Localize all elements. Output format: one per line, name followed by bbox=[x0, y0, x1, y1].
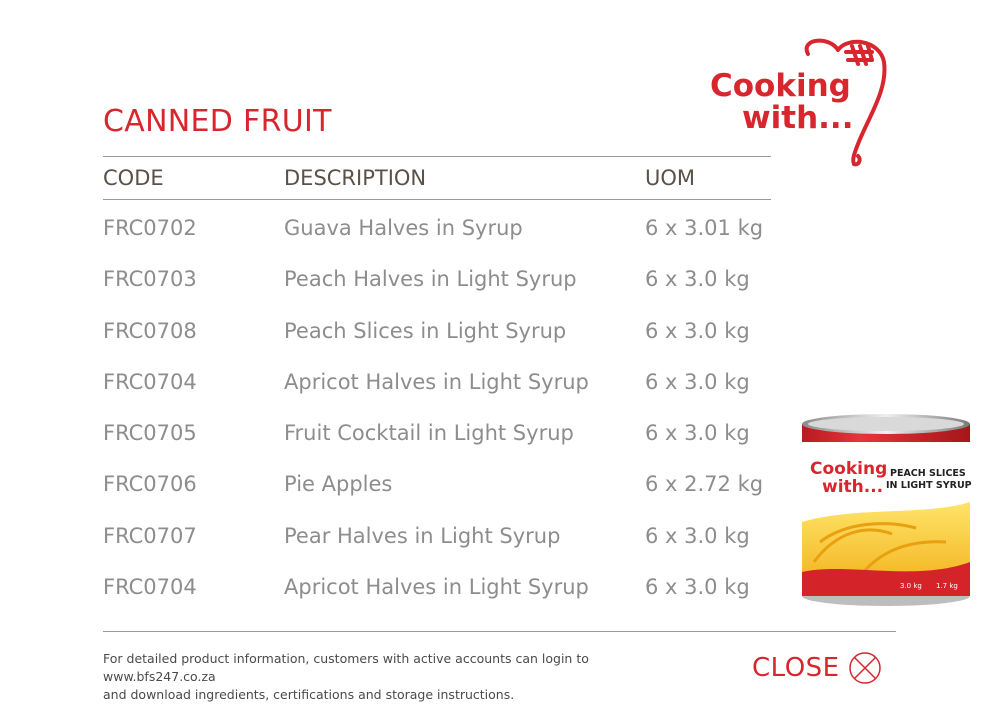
can-brand-cooking: Cooking bbox=[810, 459, 887, 479]
product-uom: 6 x 2.72 kg bbox=[645, 472, 764, 497]
cooking-with-logo: Cooking with... bbox=[710, 38, 887, 167]
circle-x-icon bbox=[848, 652, 881, 684]
footer-note: For detailed product information, custom… bbox=[103, 650, 703, 704]
product-table-body: FRC0702 Guava Halves in Syrup 6 x 3.01 k… bbox=[0, 216, 800, 626]
table-row: FRC0702 Guava Halves in Syrup 6 x 3.01 k… bbox=[0, 216, 800, 267]
table-row: FRC0705 Fruit Cocktail in Light Syrup 6 … bbox=[0, 421, 800, 472]
table-row: FRC0704 Apricot Halves in Light Syrup 6 … bbox=[0, 575, 800, 626]
close-button[interactable]: CLOSE bbox=[752, 648, 902, 688]
page-title: CANNED FRUIT bbox=[103, 104, 332, 139]
can-label-line1: PEACH SLICES bbox=[890, 468, 966, 479]
footer-line-2: and download ingredients, certifications… bbox=[103, 687, 515, 702]
product-code: FRC0705 bbox=[103, 421, 197, 446]
table-header-divider bbox=[103, 199, 771, 200]
product-uom: 6 x 3.0 kg bbox=[645, 267, 750, 292]
product-uom: 6 x 3.0 kg bbox=[645, 369, 750, 394]
can-label-line2: IN LIGHT SYRUP bbox=[886, 480, 972, 491]
product-code: FRC0704 bbox=[103, 575, 197, 600]
table-row: FRC0706 Pie Apples 6 x 2.72 kg bbox=[0, 472, 800, 523]
table-row: FRC0708 Peach Slices in Light Syrup 6 x … bbox=[0, 319, 800, 370]
product-code: FRC0708 bbox=[103, 318, 197, 343]
heart-logo-icon bbox=[804, 38, 887, 167]
product-code: FRC0707 bbox=[103, 523, 197, 548]
product-description: Apricot Halves in Light Syrup bbox=[284, 369, 589, 394]
column-header-uom: UOM bbox=[645, 166, 696, 190]
close-label: CLOSE bbox=[752, 653, 840, 683]
product-uom: 6 x 3.0 kg bbox=[645, 575, 750, 600]
table-top-divider bbox=[103, 156, 771, 157]
product-description: Pear Halves in Light Syrup bbox=[284, 523, 561, 548]
can-weight-right: 1.7 kg bbox=[936, 582, 958, 590]
logo-text-with: with... bbox=[742, 100, 853, 136]
product-code: FRC0704 bbox=[103, 369, 197, 394]
logo-text-cooking: Cooking bbox=[710, 68, 851, 104]
product-code: FRC0706 bbox=[103, 472, 197, 497]
product-description: Pie Apples bbox=[284, 472, 393, 497]
product-code: FRC0703 bbox=[103, 267, 197, 292]
product-uom: 6 x 3.0 kg bbox=[645, 421, 750, 446]
product-uom: 6 x 3.0 kg bbox=[645, 523, 750, 548]
footer-divider bbox=[103, 631, 896, 632]
product-description: Peach Slices in Light Syrup bbox=[284, 318, 567, 343]
table-row: FRC0703 Peach Halves in Light Syrup 6 x … bbox=[0, 267, 800, 318]
product-uom: 6 x 3.0 kg bbox=[645, 318, 750, 343]
can-weight-left: 3.0 kg bbox=[900, 582, 922, 590]
product-description: Peach Halves in Light Syrup bbox=[284, 267, 577, 292]
column-header-description: DESCRIPTION bbox=[284, 166, 427, 190]
can-brand-with: with... bbox=[822, 477, 883, 497]
table-row: FRC0704 Apricot Halves in Light Syrup 6 … bbox=[0, 370, 800, 421]
product-description: Fruit Cocktail in Light Syrup bbox=[284, 421, 574, 446]
footer-line-1: For detailed product information, custom… bbox=[103, 651, 589, 684]
product-description: Apricot Halves in Light Syrup bbox=[284, 575, 589, 600]
product-description: Guava Halves in Syrup bbox=[284, 216, 523, 240]
product-uom: 6 x 3.01 kg bbox=[645, 216, 764, 240]
table-row: FRC0707 Pear Halves in Light Syrup 6 x 3… bbox=[0, 524, 800, 575]
product-code: FRC0702 bbox=[103, 216, 197, 240]
product-can-image: Cooking with... PEACH SLICES IN LIGHT SY… bbox=[802, 414, 972, 606]
column-header-code: CODE bbox=[103, 166, 164, 190]
